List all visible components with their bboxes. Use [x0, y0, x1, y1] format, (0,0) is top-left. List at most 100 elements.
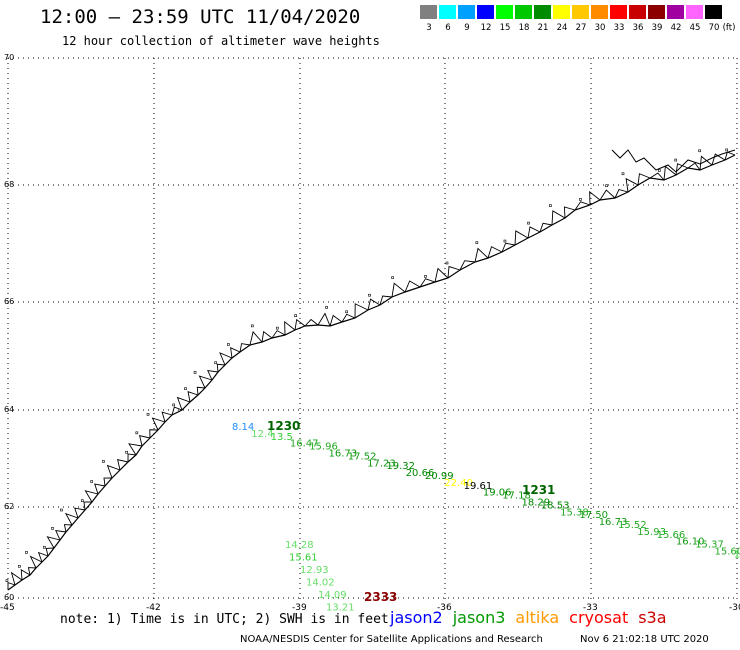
wave-height-value: 19.61: [464, 481, 493, 492]
coastline-island: [251, 324, 254, 328]
coastline-fjord: [83, 501, 93, 511]
coastline-fjord: [45, 547, 55, 557]
coastline-island: [146, 413, 150, 416]
lon-tick-label: -36: [437, 603, 452, 613]
track-time-label: 2333: [364, 590, 397, 604]
lat-tick-label: 62: [4, 502, 14, 511]
wave-height-value: 16.73: [329, 449, 358, 460]
track-time-label: 1230: [267, 419, 300, 433]
wave-height-value: 20.99: [425, 471, 454, 482]
colorbar-unit: (ft): [722, 23, 736, 33]
lat-tick-label: 68: [4, 180, 14, 189]
coastline-fjord: [304, 318, 319, 327]
wave-height-value: 15.37: [695, 540, 724, 551]
coastline-fjord: [294, 318, 306, 331]
coastline-island: [605, 184, 608, 188]
lat-tick-label: 66: [4, 297, 14, 306]
wave-height-value: 15.38: [560, 507, 589, 518]
coastline-fjord: [501, 242, 516, 253]
coastline-fjord: [637, 173, 651, 186]
coastline-fjord: [239, 343, 251, 353]
wave-height-value: 17.52: [348, 451, 377, 462]
colorbar-cell: [705, 5, 722, 19]
wave-height-value: 15.52: [618, 520, 647, 531]
legend-item-s3a: s3a: [638, 608, 667, 627]
colorbar-cell: [553, 5, 570, 19]
coastline-fjord: [614, 189, 629, 199]
coastline-fjord: [711, 153, 726, 166]
wave-height-value: 13.5: [271, 432, 293, 443]
coastline-fjord: [27, 567, 37, 576]
colorbar-cell: [477, 5, 494, 19]
coastline-island: [294, 314, 297, 317]
coastline-fjord: [563, 206, 576, 219]
coastline-fjord: [539, 222, 553, 233]
wave-height-value: 17.50: [579, 510, 608, 521]
coastline-island: [60, 508, 63, 512]
wave-height-value: 8.14: [232, 422, 254, 433]
coastline-fjord: [589, 190, 601, 206]
wave-height-value: 15.61: [289, 553, 318, 564]
coastline-island: [102, 460, 105, 463]
colorbar-label: 39: [651, 23, 663, 33]
colorbar-cell: [648, 5, 665, 19]
colorbar-label: 42: [670, 23, 682, 33]
coastline-fjord: [419, 278, 436, 288]
coastline-fjord: [10, 571, 23, 586]
coastline-fjord: [20, 569, 31, 581]
coastline-fjord: [551, 210, 566, 226]
wave-height-value: 16.73: [599, 517, 628, 528]
map-subtitle: 12 hour collection of altimeter wave hei…: [62, 34, 380, 48]
coastline-fjord: [219, 352, 233, 366]
coastline-fjord: [687, 162, 701, 171]
credit-timestamp: Nov 6 21:02:18 UTC 2020: [580, 634, 709, 645]
wave-height-value: 17.18: [502, 491, 531, 502]
coastline-island: [475, 241, 479, 244]
colorbar-cell: [515, 5, 532, 19]
wave-height-value: 14.02: [306, 578, 335, 589]
lon-tick-label: -45: [0, 603, 15, 613]
coastline-fjord: [649, 172, 665, 181]
legend-item-jason2: jason2: [390, 608, 443, 627]
coastline-island: [193, 371, 197, 374]
colorbar-cell: [496, 5, 513, 19]
coastline-fjord: [474, 247, 489, 263]
coastline-fjord: [149, 429, 159, 439]
coastline-fjord: [404, 280, 421, 293]
coastline-fjord: [127, 453, 137, 463]
coastline-fjord: [317, 312, 331, 327]
lon-tick-label: -33: [583, 603, 598, 613]
coastline-fjord: [434, 267, 449, 283]
wave-height-value: 14.28: [285, 540, 314, 551]
colorbar-label: 36: [632, 23, 644, 33]
coastline-fjord: [379, 295, 393, 306]
wave-height-value: 22.40: [444, 478, 473, 489]
wave-height-value: 16.47: [290, 439, 319, 450]
colorbar-label: 70: [708, 23, 720, 33]
wave-height-value: 14.09: [318, 590, 347, 601]
altimeter-track-jason3: 8.1412.413.516.4715.9616.7317.5217.2319.…: [232, 419, 740, 560]
coastline-fjord: [128, 443, 143, 456]
coastline-island: [25, 551, 28, 554]
wave-height-value: 20.66: [406, 468, 435, 479]
coastline-fjord: [94, 483, 106, 495]
colorbar-cell: [610, 5, 627, 19]
coastline-fjord: [284, 320, 296, 336]
colorbar-label: 18: [518, 23, 530, 33]
colorbar-label: 15: [499, 23, 511, 33]
coastline-fjord: [171, 406, 183, 416]
wave-height-value: 17.23: [367, 458, 396, 469]
coastline-island: [90, 480, 93, 483]
coastline-island: [424, 275, 427, 278]
coastline-island: [725, 148, 729, 152]
coastline-fjord: [230, 347, 241, 359]
coastline-island: [658, 169, 661, 172]
lat-tick-label: 60: [4, 593, 14, 602]
wave-height-value: 12.4: [251, 429, 273, 440]
coastline-island: [214, 361, 218, 365]
coastline-island: [368, 293, 371, 297]
coastline-fjord: [367, 298, 381, 311]
coastline-island: [172, 403, 176, 407]
colorbar-label: 27: [575, 23, 587, 33]
coastline-fjord: [391, 282, 406, 298]
